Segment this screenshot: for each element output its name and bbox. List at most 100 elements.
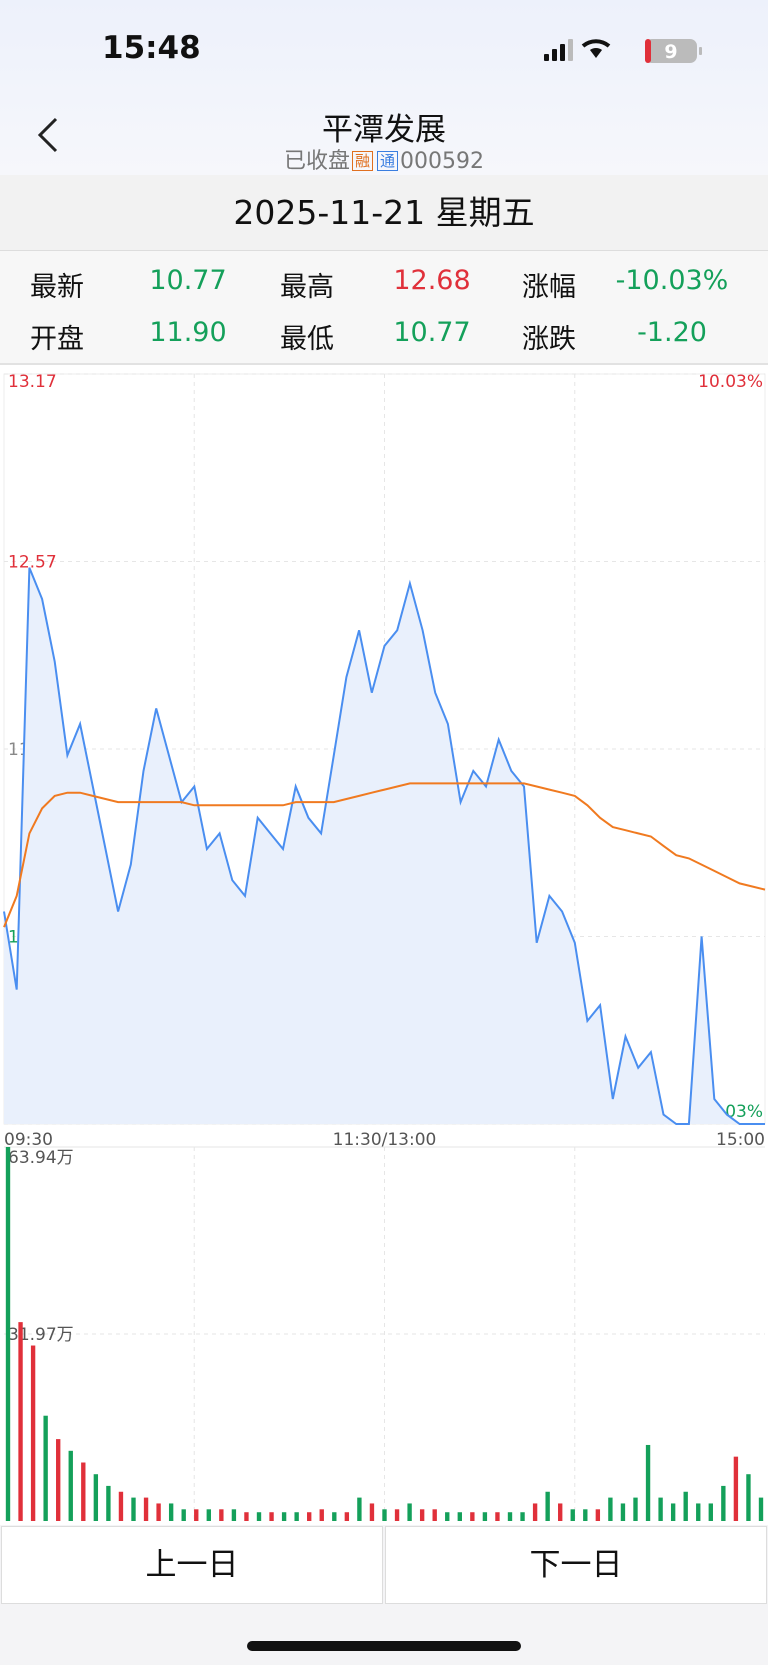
header-bg [0, 0, 768, 175]
volume-bar [583, 1509, 588, 1521]
status-time: 15:48 [102, 30, 201, 66]
volume-bar [219, 1509, 224, 1521]
volume-bar [645, 1444, 651, 1521]
y2-tick-label: 10.03% [698, 372, 763, 392]
stat-value: -10.03% [615, 265, 729, 296]
volume-bar [658, 1497, 663, 1521]
date-bar: 2025-11-21 星期五 [0, 175, 768, 251]
prev-day-button[interactable]: 上一日 [1, 1526, 383, 1604]
stat-label: 最新 [30, 272, 84, 303]
stat-value: 10.77 [149, 265, 227, 296]
volume-bar [620, 1503, 626, 1521]
price-area [4, 567, 765, 1124]
volume-bar [482, 1512, 488, 1521]
volume-bar [633, 1497, 638, 1521]
volume-bar [520, 1512, 525, 1521]
volume-bar [344, 1512, 350, 1521]
stock-name: 平潭发展 [322, 112, 446, 148]
volume-bar [131, 1497, 136, 1521]
volume-bar [319, 1509, 324, 1521]
x-tick-label: 15:00 [716, 1130, 765, 1150]
x-tick-label: 11:30/13:00 [333, 1130, 437, 1150]
volume-bar [269, 1512, 274, 1521]
next-day-button[interactable]: 下一日 [385, 1526, 767, 1604]
volume-bar [670, 1503, 676, 1521]
volume-bar [106, 1485, 111, 1521]
volume-bar [369, 1503, 375, 1521]
volume-bar [419, 1509, 425, 1521]
volume-bar [382, 1509, 387, 1521]
buttons: 上一日 下一日 [0, 1526, 768, 1604]
volume-bar [156, 1503, 161, 1521]
volume-bar [244, 1512, 249, 1521]
battery-level: 9 [664, 41, 677, 63]
volume-bar [5, 1147, 11, 1521]
volume-bar [231, 1509, 237, 1521]
volume-bar [746, 1474, 751, 1521]
volume-bar [721, 1485, 726, 1521]
volume-bar [294, 1512, 299, 1521]
home-indicator [247, 1641, 521, 1651]
volume-bar [394, 1509, 400, 1521]
volume-bar [281, 1512, 287, 1521]
y-tick-label: 63.94万 [8, 1148, 74, 1168]
y-tick-label: 31.97万 [8, 1325, 74, 1345]
stat-label: 开盘 [30, 324, 84, 355]
volume-bar [558, 1503, 563, 1521]
badge: 融 [352, 151, 374, 171]
stats: 最新 10.77 最高 12.68 涨幅 -10.03% 开盘 11.90 最低 10.77 涨跌 -… [0, 251, 768, 365]
volume-bar [181, 1509, 186, 1521]
volume-bar [43, 1415, 48, 1521]
volume-bar [457, 1512, 462, 1521]
volume-bar [81, 1462, 86, 1521]
stat-value: 10.77 [393, 317, 471, 348]
stat-label: 涨幅 [522, 272, 576, 303]
price-line [3, 567, 765, 1125]
x-tick-label: 09:30 [4, 1130, 53, 1150]
volume-bar [495, 1512, 500, 1521]
volume-bar [307, 1512, 312, 1521]
status-icons: 9 [544, 39, 702, 63]
volume-bar [68, 1450, 73, 1521]
volume-bar [708, 1503, 713, 1521]
volume-bar [194, 1509, 199, 1521]
volume-bar [56, 1439, 61, 1521]
volume-bar [93, 1474, 99, 1521]
badge: 通 [377, 151, 399, 171]
volume-bar [445, 1512, 450, 1521]
volume-bar [696, 1503, 701, 1521]
volume-bar [570, 1509, 575, 1521]
volume-bar [608, 1497, 613, 1521]
volume-bar [432, 1509, 437, 1521]
average-line [3, 782, 766, 928]
subtitle: 已收盘融通 000592 [0, 143, 768, 175]
back-button[interactable] [34, 115, 64, 155]
volume-bar [683, 1491, 688, 1521]
volume-bar [758, 1497, 764, 1521]
stat-label: 涨跌 [522, 324, 576, 355]
volume-bar [507, 1512, 513, 1521]
stat-label: 最高 [280, 272, 334, 303]
stock-code: 000592 [400, 149, 485, 174]
y-tick-label: 13.17 [8, 372, 57, 392]
volume-bar [206, 1509, 211, 1521]
stat-value: -1.20 [637, 317, 707, 348]
volume-bar [407, 1503, 412, 1521]
volume-bar [332, 1512, 337, 1521]
stat-value: 11.90 [149, 317, 227, 348]
volume-bar [168, 1503, 174, 1521]
volume-bar [118, 1491, 124, 1521]
volume-bar [30, 1345, 36, 1521]
volume-bar [18, 1322, 23, 1521]
stat-label: 最低 [280, 324, 334, 355]
volume-bar [595, 1509, 601, 1521]
volume-bar [357, 1497, 362, 1521]
volume-bar [470, 1512, 475, 1521]
volume-bar [532, 1503, 538, 1521]
market-status: 已收盘 [283, 149, 350, 174]
volume-bar [256, 1512, 262, 1521]
chart: 09:3011:30/13:0015:0013.1712.5711.9711.3… [3, 372, 766, 1521]
volume-bar [733, 1456, 739, 1521]
stat-value: 12.68 [393, 265, 471, 296]
